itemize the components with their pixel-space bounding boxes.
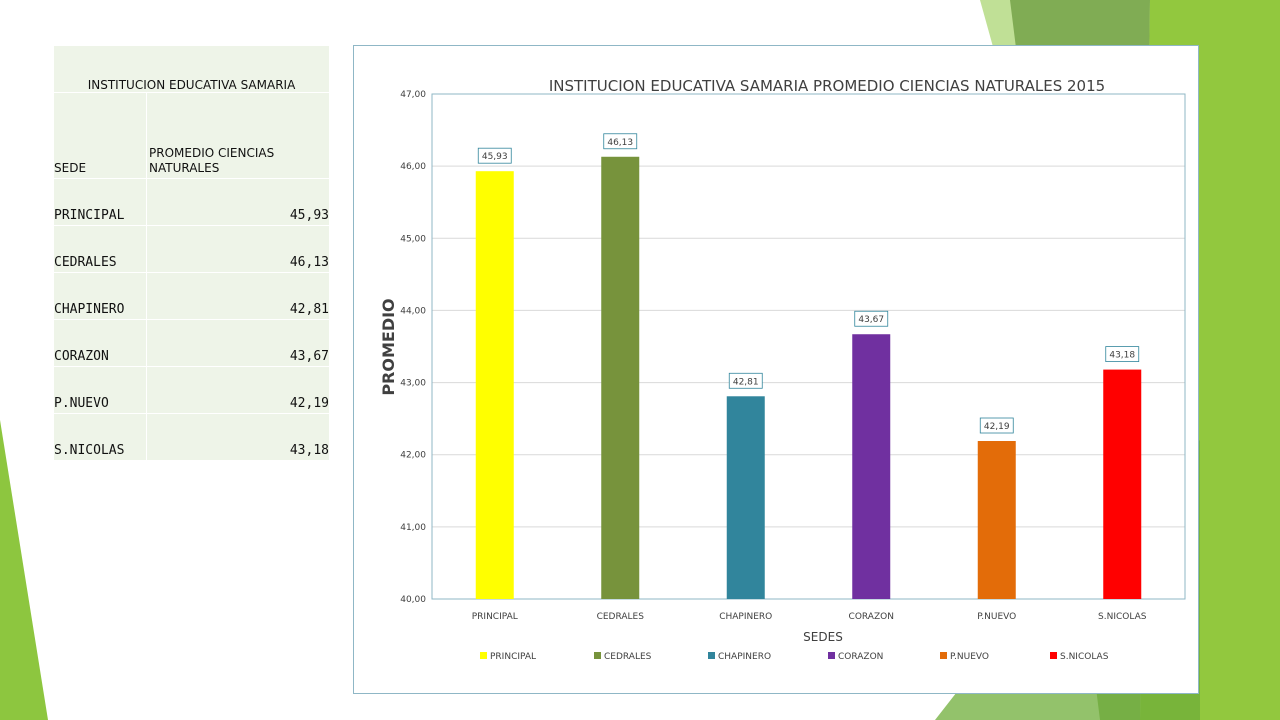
legend-swatch [480,652,487,659]
x-tick-label: S.NICOLAS [1098,612,1147,622]
y-tick-label: 46,00 [400,162,426,172]
data-table: INSTITUCION EDUCATIVA SAMARIA SEDE PROME… [54,46,329,461]
data-label: 42,19 [984,422,1010,432]
data-label-box [1105,346,1140,362]
chart-title: INSTITUCION EDUCATIVA SAMARIA PROMEDIO C… [549,77,1105,95]
data-label-box [728,372,763,389]
legend-item: CHAPINERO [718,652,771,662]
y-tick-label: 43,00 [400,379,426,389]
data-label-box [854,310,889,327]
table-cell-sede: PRINCIPAL [54,179,147,225]
data-label: 43,67 [858,315,884,325]
y-tick-label: 44,00 [400,306,426,316]
y-tick-label: 45,00 [400,234,426,244]
x-tick-label: P.NUEVO [977,612,1016,622]
table-cell-sede: CORAZON [54,320,147,366]
y-axis-label: PROMEDIO [379,298,398,395]
table-cell-value: 45,93 [289,208,329,223]
table-cell-value: 43,67 [289,349,329,364]
legend-swatch [1050,652,1057,659]
y-tick-label: 40,00 [400,595,426,605]
table-cell-sede: S.NICOLAS [54,414,147,460]
bar-chapinero [726,396,765,599]
legend-swatch [708,652,715,659]
x-axis-label: SEDES [803,630,843,644]
table-title: INSTITUCION EDUCATIVA SAMARIA [54,46,329,93]
x-tick-label: CEDRALES [597,612,645,622]
legend-swatch [940,652,947,659]
table-row: CEDRALES 46,13 [54,226,329,273]
table-row: CORAZON 43,67 [54,320,329,367]
x-tick-label: CHAPINERO [719,612,772,622]
header-sede: SEDE [54,93,147,178]
bar-cedrales [601,156,640,599]
data-label-box [979,417,1014,434]
data-label-box [477,147,512,164]
bar-chart: INSTITUCION EDUCATIVA SAMARIA PROMEDIO C… [379,77,1186,662]
bar-pnuevo [977,441,1016,599]
bar-corazon [852,334,891,599]
table-cell-sede: CEDRALES [54,226,147,272]
data-label: 43,18 [1109,351,1135,361]
x-tick-label: PRINCIPAL [472,612,518,622]
table-row: P.NUEVO 42,19 [54,367,329,414]
table-cell-value: 42,81 [289,302,329,317]
data-label-box [603,133,638,150]
bar-principal [475,171,514,599]
table-row: PRINCIPAL 45,93 [54,179,329,226]
legend-item: P.NUEVO [950,652,989,662]
table-cell-value: 43,18 [289,443,329,458]
data-label: 46,13 [607,138,633,148]
table-cell-value: 46,13 [289,255,329,270]
x-tick-label: CORAZON [849,612,894,622]
table-row: CHAPINERO 42,81 [54,273,329,320]
legend-item: CORAZON [838,652,883,662]
bar-snicolas [1103,369,1142,599]
chart-frame: INSTITUCION EDUCATIVA SAMARIA PROMEDIO C… [353,45,1199,694]
table-cell-value: 42,19 [289,396,329,411]
header-value: PROMEDIO CIENCIAS NATURALES [149,146,275,175]
legend-swatch [828,652,835,659]
table-header-row: SEDE PROMEDIO CIENCIAS NATURALES [54,93,329,179]
y-tick-label: 42,00 [400,451,426,461]
plot-area [431,93,1186,600]
table-row: S.NICOLAS 43,18 [54,414,329,461]
legend-item: PRINCIPAL [490,652,536,662]
y-tick-label: 41,00 [400,523,426,533]
table-cell-sede: CHAPINERO [54,273,147,319]
y-tick-label: 47,00 [400,90,426,100]
legend-item: S.NICOLAS [1060,652,1109,662]
table-cell-sede: P.NUEVO [54,367,147,413]
data-label: 45,93 [482,152,508,162]
data-label: 42,81 [733,377,759,387]
legend-swatch [594,652,601,659]
legend-item: CEDRALES [604,652,652,662]
